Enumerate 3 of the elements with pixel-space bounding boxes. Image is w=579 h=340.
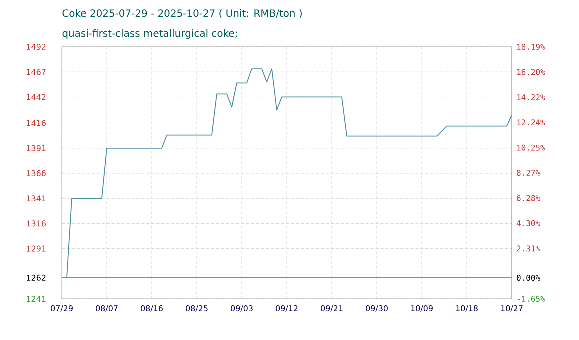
- chart-subtitle: quasi-first-class metallurgical coke;: [62, 29, 238, 40]
- chart-title: Coke 2025-07-29 - 2025-10-27 ( Unit: RMB/ton ): [62, 9, 302, 18]
- line-series: [66, 68, 512, 278]
